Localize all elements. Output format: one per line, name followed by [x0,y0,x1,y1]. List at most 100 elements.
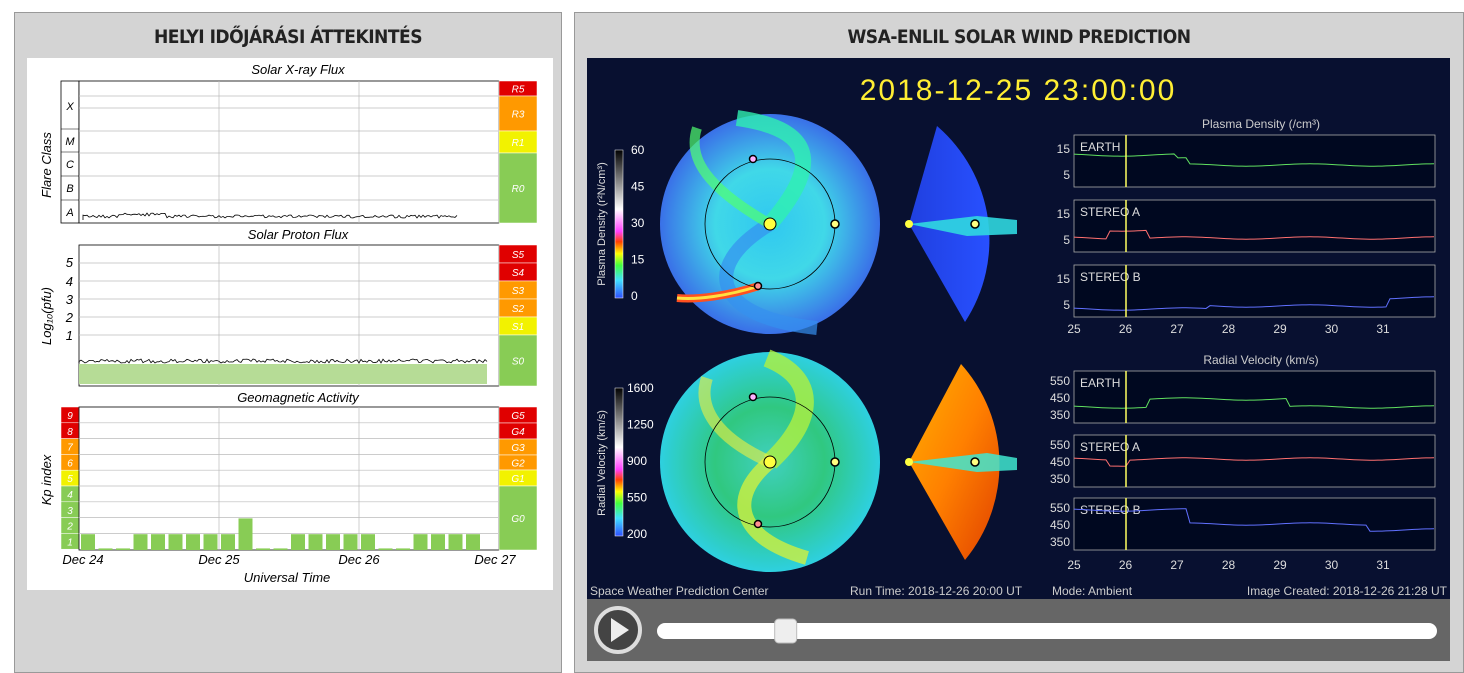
series-name: STEREO A [1080,440,1140,454]
kp-bar [431,534,445,550]
proton-tick: 3 [66,292,74,307]
footer-created: Image Created: 2018-12-26 21:28 UT [1247,584,1448,598]
enlil-animation-frame: 2018-12-25 23:00:00 Plasma Density (r²N/… [587,58,1450,599]
scale-label-s5: S5 [512,250,525,261]
series-x-tick: 30 [1325,322,1339,336]
kp-bar [169,534,183,550]
proton-tick: 2 [65,310,74,325]
series-box [1074,135,1435,187]
kp-level-label: 4 [67,490,73,501]
series-x-tick: 25 [1067,322,1081,336]
scale-label-s0: S0 [512,357,525,368]
series-tick: 450 [1050,455,1070,469]
kp-bar [414,534,428,550]
kp-bar [221,534,235,550]
flare-class-label: A [65,207,73,219]
kp-bar [466,534,480,550]
series-tick: 350 [1050,535,1070,549]
kp-level-label: 7 [67,443,73,454]
geomag-ylabel: Kp index [39,454,54,505]
footer-org: Space Weather Prediction Center [590,584,769,598]
series-name: STEREO A [1080,205,1140,219]
enlil-svg: 2018-12-25 23:00:00 Plasma Density (r²N/… [587,58,1450,599]
kp-bar [99,548,113,550]
x-tick-label: Dec 26 [338,552,380,567]
velocity-cbar-tick: 550 [627,491,647,505]
proton-tick: 5 [66,255,74,270]
density-colorbar-label: Plasma Density (r²N/cm³) [596,162,608,285]
series-name: STEREO B [1080,270,1141,284]
series-tick: 15 [1057,142,1071,156]
series-name: EARTH [1080,140,1120,154]
geomag-plot [79,407,499,550]
density-disk [660,114,880,334]
kp-bar [256,548,270,550]
kp-bar [344,534,358,550]
series-tick: 550 [1050,374,1070,388]
series-tick: 15 [1057,207,1071,221]
scale-label-s4: S4 [512,268,525,279]
series-name: EARTH [1080,376,1120,390]
series-x-tick: 28 [1222,558,1236,572]
kp-bar [379,548,393,550]
series-tick: 5 [1063,168,1070,182]
kp-level-label: 5 [67,474,73,485]
series-tick: 450 [1050,391,1070,405]
enlil-panel: WSA-ENLIL SOLAR WIND PREDICTION [574,12,1464,673]
scale-label-g1: G1 [511,474,524,485]
series-x-tick: 26 [1119,558,1133,572]
kp-bar [116,548,130,550]
series-tick: 550 [1050,501,1070,515]
velocity-fan [905,364,1017,560]
proton-title: Solar Proton Flux [248,227,349,242]
velocity-cbar-tick: 200 [627,527,647,541]
scale-label-r5: R5 [512,85,525,96]
timeline-slider-handle[interactable] [775,619,797,643]
kp-level-label: 9 [67,411,73,422]
scale-label-s3: S3 [512,286,525,297]
scale-label-r1: R1 [512,138,525,149]
kp-level-label: 6 [67,458,73,469]
series-tick: 350 [1050,472,1070,486]
density-cbar-tick: 0 [631,289,638,303]
scale-label-g5: G5 [511,411,525,422]
kp-bar [204,534,218,550]
timestamp: 2018-12-25 23:00:00 [860,74,1177,107]
footer-mode: Mode: Ambient [1052,584,1133,598]
flare-class-label: M [65,136,75,148]
kp-bar [274,548,288,550]
kp-bar [239,518,253,550]
series-x-tick: 29 [1273,322,1287,336]
flare-class-label: B [66,183,73,195]
series-tick: 450 [1050,518,1070,532]
panel-title: HELYI IDŐJÁRÁSI ÁTTEKINTÉS [15,13,561,57]
x-axis-label: Universal Time [244,570,331,585]
play-button[interactable] [596,608,640,652]
series-tick: 350 [1050,408,1070,422]
series-x-tick: 30 [1325,558,1339,572]
scale-label-g4: G4 [511,427,525,438]
kp-bar [309,534,323,550]
x-tick-label: Dec 24 [62,552,103,567]
velocity-colorbar-label: Radial Velocity (km/s) [596,410,608,516]
xray-ylabel: Flare Class [39,132,54,198]
density-cbar-tick: 30 [631,216,645,230]
flare-class-label: X [65,101,74,113]
kp-level-label: 1 [67,537,73,548]
flare-class-label: C [66,159,74,171]
series-x-tick: 29 [1273,558,1287,572]
series-x-tick: 28 [1222,322,1236,336]
kp-bar [81,534,95,550]
velocity-colorbar [615,388,623,536]
scale-label-r3: R3 [512,110,525,121]
proton-tick: 4 [66,274,73,289]
density-cbar-tick: 60 [631,143,645,157]
velocity-cbar-tick: 1600 [627,381,654,395]
velocity-cbar-tick: 1250 [627,418,654,432]
kp-bar [361,534,375,550]
kp-bar [291,534,305,550]
timeline-track[interactable] [657,623,1437,639]
series-x-tick: 27 [1170,322,1184,336]
density-series-title: Plasma Density (/cm³) [1202,117,1320,131]
charts-svg: Solar X-ray Flux Flare Class X MCBA R5 R3 R… [27,58,553,590]
